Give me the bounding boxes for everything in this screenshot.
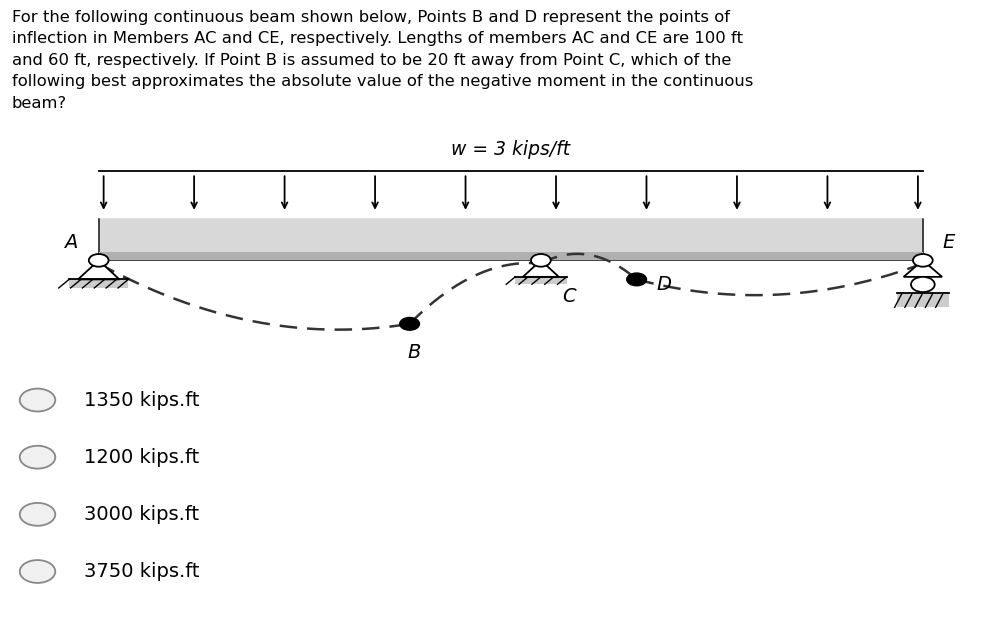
Circle shape bbox=[910, 277, 934, 292]
Text: A: A bbox=[64, 233, 78, 252]
Bar bbox=[69, 279, 128, 288]
Circle shape bbox=[20, 560, 55, 583]
Text: w = 3 kips/ft: w = 3 kips/ft bbox=[451, 140, 570, 159]
Bar bbox=[99, 252, 922, 260]
Polygon shape bbox=[78, 260, 119, 279]
Bar bbox=[896, 293, 948, 307]
Text: For the following continuous beam shown below, Points B and D represent the poin: For the following continuous beam shown … bbox=[12, 10, 752, 111]
Bar bbox=[515, 277, 566, 284]
Circle shape bbox=[530, 254, 550, 267]
Polygon shape bbox=[903, 260, 941, 277]
Text: 1200 kips.ft: 1200 kips.ft bbox=[84, 448, 199, 467]
Text: 3000 kips.ft: 3000 kips.ft bbox=[84, 505, 199, 524]
Circle shape bbox=[912, 254, 932, 267]
Polygon shape bbox=[523, 260, 558, 277]
Text: C: C bbox=[562, 287, 576, 306]
Text: B: B bbox=[407, 343, 421, 362]
Circle shape bbox=[626, 273, 646, 286]
Text: 3750 kips.ft: 3750 kips.ft bbox=[84, 562, 199, 581]
Text: D: D bbox=[656, 275, 670, 294]
Circle shape bbox=[89, 254, 108, 267]
Circle shape bbox=[20, 389, 55, 411]
Circle shape bbox=[399, 318, 419, 330]
Text: E: E bbox=[942, 233, 954, 252]
Bar bbox=[99, 216, 922, 260]
Text: 1350 kips.ft: 1350 kips.ft bbox=[84, 391, 199, 410]
Circle shape bbox=[20, 503, 55, 526]
Circle shape bbox=[20, 446, 55, 469]
